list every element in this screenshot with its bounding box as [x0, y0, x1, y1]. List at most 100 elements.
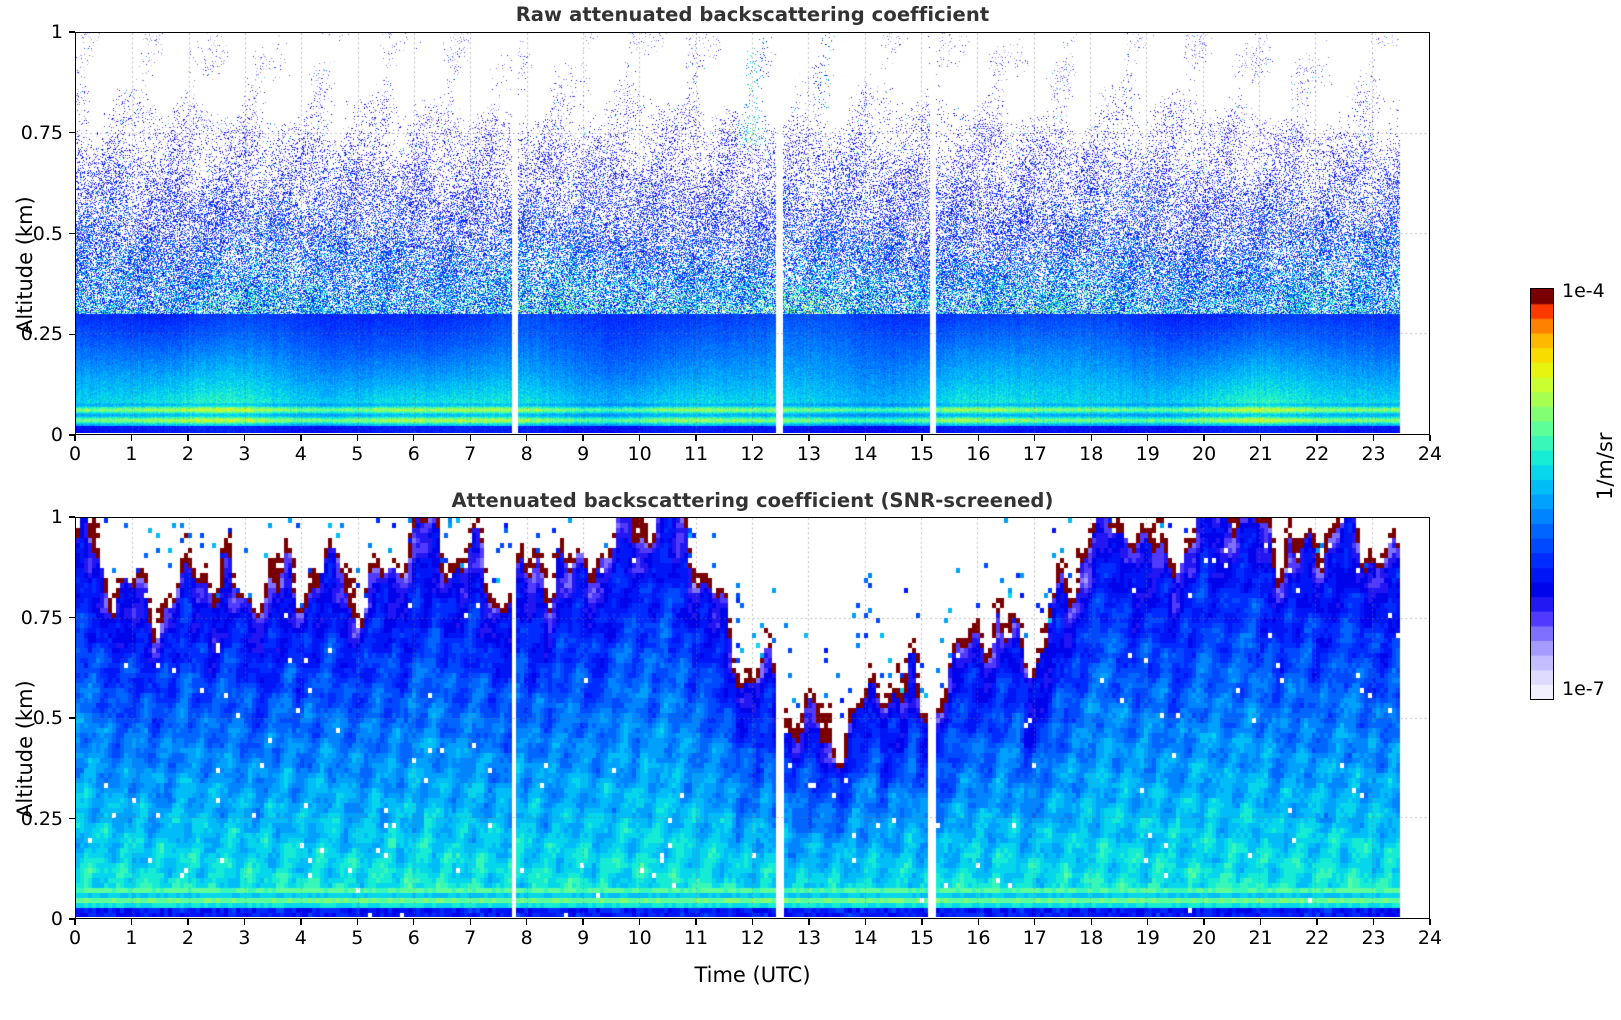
x-tick-label-raw-17: 17 — [1022, 443, 1047, 465]
x-tick-label-screened-23: 23 — [1361, 927, 1386, 949]
y-tick-label-screened-3: 0.75 — [20, 606, 63, 629]
x-tick-mark-screened-17 — [1034, 919, 1036, 925]
x-tick-label-screened-19: 19 — [1135, 927, 1160, 949]
y-tick-mark-screened-0 — [69, 918, 75, 920]
x-tick-mark-screened-23 — [1372, 919, 1375, 925]
x-tick-label-screened-12: 12 — [740, 927, 765, 949]
x-tick-label-raw-16: 16 — [966, 443, 991, 465]
x-tick-label-screened-9: 9 — [577, 927, 590, 949]
x-tick-label-screened-2: 2 — [181, 927, 194, 949]
x-tick-mark-screened-21 — [1259, 919, 1262, 925]
x-tick-label-screened-5: 5 — [351, 927, 364, 949]
x-tick-mark-screened-6 — [413, 919, 415, 925]
x-tick-label-screened-8: 8 — [520, 927, 533, 949]
x-tick-label-screened-0: 0 — [68, 927, 82, 949]
x-tick-label-screened-21: 21 — [1248, 927, 1273, 949]
x-tick-mark-screened-10 — [638, 919, 641, 925]
x-tick-mark-raw-13 — [808, 435, 810, 441]
y-tick-label-raw-2: 0.5 — [32, 222, 63, 245]
x-tick-label-raw-7: 7 — [464, 443, 477, 465]
y-tick-label-raw-1: 0.25 — [20, 323, 63, 346]
x-tick-mark-raw-12 — [751, 435, 754, 441]
x-tick-mark-raw-0 — [74, 435, 76, 441]
x-tick-mark-raw-20 — [1203, 435, 1205, 441]
x-tick-label-screened-13: 13 — [796, 927, 822, 949]
y-tick-label-screened-4: 1 — [50, 506, 63, 528]
x-tick-mark-screened-2 — [187, 919, 189, 925]
x-tick-mark-raw-10 — [638, 435, 641, 441]
x-tick-mark-screened-4 — [300, 919, 302, 925]
heatmap-image-screened — [76, 518, 1428, 917]
x-tick-mark-raw-17 — [1034, 435, 1036, 441]
x-tick-mark-raw-6 — [413, 435, 415, 441]
heatmap-panel-raw — [75, 32, 1430, 435]
x-tick-mark-screened-22 — [1316, 919, 1318, 925]
x-tick-label-screened-10: 10 — [627, 927, 652, 949]
colorbar-min-label: 1e-7 — [1562, 678, 1605, 700]
heatmap-panel-screened — [75, 517, 1430, 919]
x-tick-label-screened-3: 3 — [238, 927, 251, 949]
x-tick-label-raw-1: 1 — [125, 443, 138, 465]
x-tick-label-raw-6: 6 — [407, 443, 420, 465]
x-tick-mark-screened-24 — [1429, 919, 1431, 925]
x-tick-label-raw-3: 3 — [238, 443, 251, 465]
x-tick-label-screened-11: 11 — [683, 927, 709, 949]
x-tick-label-screened-4: 4 — [294, 927, 307, 949]
y-tick-label-raw-4: 1 — [50, 21, 63, 43]
x-tick-mark-raw-9 — [582, 435, 584, 441]
y-tick-label-raw-0: 0 — [50, 424, 63, 446]
x-tick-label-raw-12: 12 — [740, 443, 765, 465]
x-tick-label-raw-19: 19 — [1135, 443, 1160, 465]
x-tick-mark-raw-19 — [1147, 435, 1149, 441]
x-tick-label-screened-24: 24 — [1417, 927, 1443, 949]
x-tick-label-raw-10: 10 — [627, 443, 652, 465]
x-tick-mark-screened-7 — [469, 919, 471, 925]
x-tick-label-raw-23: 23 — [1361, 443, 1386, 465]
x-tick-mark-raw-18 — [1090, 435, 1092, 441]
x-tick-mark-raw-5 — [356, 435, 358, 441]
heatmap-image-raw — [76, 33, 1428, 433]
x-tick-mark-screened-20 — [1203, 919, 1205, 925]
x-tick-mark-screened-3 — [243, 919, 246, 925]
x-tick-label-screened-15: 15 — [909, 927, 934, 949]
y-tick-mark-raw-0 — [69, 434, 75, 436]
y-tick-mark-raw-4 — [69, 31, 75, 33]
x-tick-label-raw-15: 15 — [909, 443, 934, 465]
x-tick-label-raw-13: 13 — [796, 443, 822, 465]
x-tick-mark-raw-22 — [1316, 435, 1318, 441]
y-tick-label-screened-0: 0 — [50, 908, 63, 930]
x-tick-mark-raw-16 — [977, 435, 980, 441]
x-tick-mark-screened-9 — [582, 919, 584, 925]
y-tick-label-screened-1: 0.25 — [20, 807, 63, 830]
y-tick-mark-raw-1 — [69, 333, 75, 335]
x-tick-label-raw-22: 22 — [1304, 443, 1330, 465]
x-tick-label-raw-9: 9 — [577, 443, 590, 465]
x-tick-label-screened-16: 16 — [966, 927, 991, 949]
x-tick-mark-raw-21 — [1259, 435, 1262, 441]
colorbar-unit-label: 1/m/sr — [1593, 432, 1617, 500]
x-tick-mark-raw-15 — [921, 435, 923, 441]
x-tick-mark-screened-16 — [977, 919, 980, 925]
y-tick-label-raw-3: 0.75 — [20, 121, 63, 144]
y-tick-mark-screened-3 — [69, 616, 75, 619]
x-tick-label-raw-18: 18 — [1079, 443, 1104, 465]
y-tick-mark-screened-2 — [69, 717, 75, 719]
x-tick-mark-raw-3 — [243, 435, 246, 441]
x-tick-label-raw-2: 2 — [181, 443, 194, 465]
colorbar-max-label: 1e-4 — [1562, 280, 1605, 302]
y-tick-mark-raw-2 — [69, 232, 75, 235]
y-tick-mark-screened-1 — [69, 817, 75, 820]
x-tick-label-screened-17: 17 — [1022, 927, 1047, 949]
x-tick-label-raw-0: 0 — [68, 443, 82, 465]
x-tick-mark-screened-19 — [1147, 919, 1149, 925]
x-tick-mark-raw-11 — [695, 435, 697, 441]
x-tick-mark-raw-23 — [1372, 435, 1375, 441]
x-tick-mark-raw-2 — [187, 435, 189, 441]
panel-title-raw: Raw attenuated backscattering coefficien… — [515, 3, 990, 26]
y-tick-mark-raw-3 — [69, 132, 75, 134]
x-tick-mark-screened-8 — [525, 919, 528, 925]
x-tick-mark-screened-1 — [130, 919, 133, 925]
colorbar — [1530, 288, 1554, 700]
x-tick-mark-screened-18 — [1090, 919, 1092, 925]
y-tick-mark-screened-4 — [69, 516, 75, 518]
